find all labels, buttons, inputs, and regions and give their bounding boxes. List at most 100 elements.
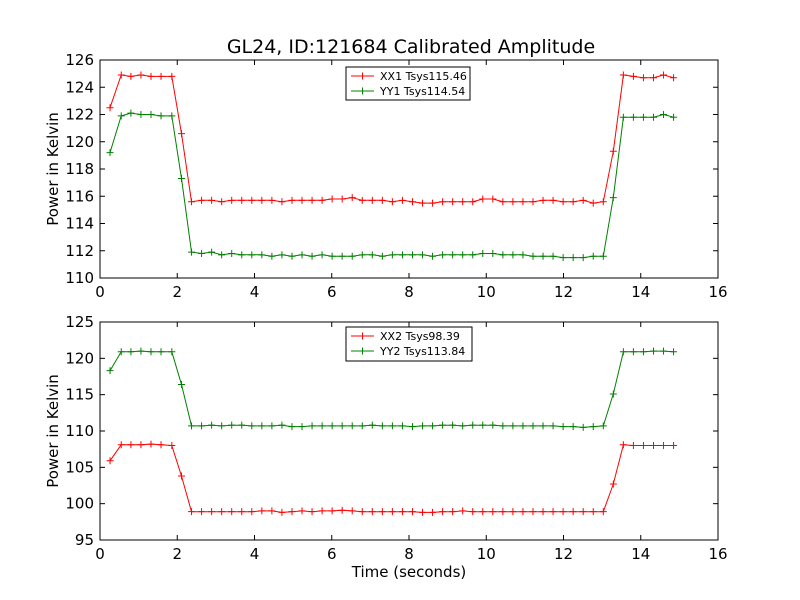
top-data-point [137,71,145,79]
bottom-data-point [288,508,296,516]
top-series-line-2 [109,112,674,259]
bottom-data-point [358,422,366,430]
bottom-data-point [479,508,487,516]
bottom-data-point [499,508,507,516]
top-x-tick-label: 2 [172,283,182,301]
bottom-data-point [589,423,597,431]
bottom-data-point [639,442,647,450]
bottom-data-point [208,421,216,429]
top-data-point [168,72,176,80]
top-data-point [670,74,678,82]
top-data-point [529,198,537,206]
bottom-data-point [238,421,246,429]
top-data-point [629,113,637,121]
bottom-data-point [157,441,165,449]
top-data-point [639,74,647,82]
top-data-point [177,175,185,183]
bottom-data-point [218,508,226,516]
bottom-data-point [127,441,135,449]
top-data-point [469,198,477,206]
bottom-x-tick-label: 2 [172,545,182,563]
bottom-data-point [649,442,657,450]
top-data-point [348,252,356,260]
top-data-point [117,71,125,79]
top-data-point [439,198,447,206]
bottom-data-point [529,508,537,516]
top-legend-label: YY1 Tsys114.54 [379,85,465,98]
bottom-data-point [519,508,527,516]
bottom-data-point [258,422,266,430]
bottom-data-point [529,422,537,430]
top-data-point [489,249,497,257]
top-data-point [479,249,487,257]
bottom-data-point [348,422,356,430]
top-data-point [106,149,114,157]
top-y-tick-label: 118 [65,160,94,178]
bottom-x-tick-label: 0 [95,545,105,563]
bottom-data-point [459,422,467,430]
bottom-data-point [599,508,607,516]
bottom-y-tick-label: 100 [65,495,94,513]
bottom-data-point [569,423,577,431]
bottom-data-point [198,422,206,430]
bottom-data-point [549,508,557,516]
top-data-point [168,112,176,120]
bottom-data-point [619,348,627,356]
bottom-data-point [479,421,487,429]
bottom-data-point [579,423,587,431]
top-x-tick-label: 8 [404,283,414,301]
top-data-point [429,252,437,260]
bottom-data-point [439,421,447,429]
bottom-data-point [248,508,256,516]
top-data-point [479,195,487,203]
bottom-data-point [559,508,567,516]
bottom-data-point [660,347,668,355]
top-x-tick-label: 4 [250,283,260,301]
top-data-point [258,251,266,259]
bottom-data-point [459,507,467,515]
top-data-point [117,112,125,120]
bottom-data-point [117,441,125,449]
top-data-point [408,198,416,206]
bottom-data-point [368,508,376,516]
top-data-point [248,251,256,259]
top-data-point [358,251,366,259]
top-data-point [228,196,236,204]
top-data-point [609,194,617,202]
bottom-data-point [147,440,155,448]
bottom-data-point [368,421,376,429]
bottom-data-point [609,480,617,488]
top-data-point [519,251,527,259]
top-data-point [388,251,396,259]
top-y-tick-label: 110 [65,269,94,287]
bottom-data-point [629,348,637,356]
top-data-point [459,251,467,259]
top-plot: 0 2 4 6 8 10 12 14 16 110 112 114 116 118 120 122 124 126… [44,51,728,301]
top-data-point [157,72,165,80]
bottom-data-point [408,508,416,516]
top-data-point [188,248,196,256]
top-data-point [218,251,226,259]
bottom-data-point [519,422,527,430]
top-data-point [469,251,477,259]
bottom-data-point [649,347,657,355]
top-data-point [338,195,346,203]
bottom-data-point [127,348,135,356]
bottom-data-point [539,508,547,516]
bottom-data-point [429,508,437,516]
bottom-data-point [549,422,557,430]
bottom-data-point [429,422,437,430]
top-y-tick-label: 114 [65,215,94,233]
bottom-data-point [489,508,497,516]
top-data-point [106,104,114,112]
bottom-data-point [579,508,587,516]
bottom-data-point [188,508,196,516]
bottom-data-point [388,508,396,516]
bottom-plot-frame [99,321,719,541]
bottom-y-tick-label: 95 [75,531,94,549]
top-data-point [398,251,406,259]
top-x-tick-label: 12 [554,283,573,301]
top-data-point [328,252,336,260]
bottom-data-point [499,422,507,430]
